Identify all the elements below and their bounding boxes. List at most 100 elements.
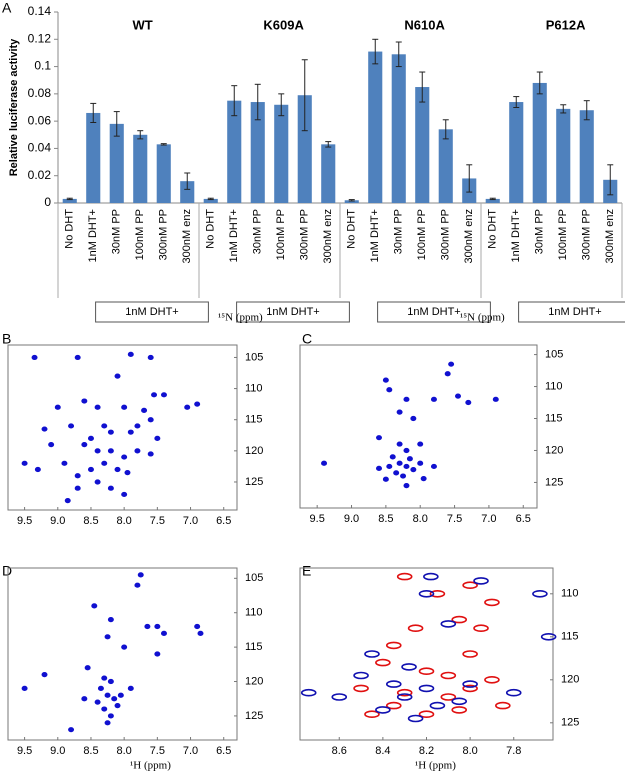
x-tick-label: 9.5 [17,515,32,527]
y-axis-label: ¹⁵N (ppm) [460,312,505,324]
peak [121,491,128,498]
peak [382,476,389,482]
peak [41,672,48,678]
bar [109,123,124,203]
peak [396,693,413,701]
y-tick-label: 105 [245,572,263,584]
bar [579,110,594,203]
plot-frame [299,344,538,509]
peak [403,463,410,470]
peak [473,577,489,585]
bar [438,129,453,203]
y-tick-label: 110 [245,607,263,619]
peak [396,572,413,581]
x-tick-label: 9.0 [50,515,65,527]
peak [382,377,389,383]
x-tick-label: 100nM PP [416,209,428,260]
peak [492,396,499,402]
bar [62,198,77,203]
x-tick-label: 100nM PP [275,209,287,260]
plot-frame [7,567,238,741]
bracket-box [95,301,209,323]
peak [101,706,108,712]
y-tick-label: 0.1 [34,59,51,73]
peak [107,713,114,719]
peak [484,675,500,684]
x-tick-label: 8.6 [332,745,347,757]
peak [197,630,204,636]
peak [462,581,478,590]
peak [41,426,48,432]
peak [417,460,424,466]
x-tick-label: 9.0 [50,745,65,757]
bar [391,54,406,203]
group-label: P612A [546,17,586,32]
y-tick-label: 120 [545,444,563,456]
peak [406,456,413,462]
peak [462,680,478,688]
peak [114,373,121,379]
panel-label: B [2,331,11,347]
peak [495,701,511,710]
bar [180,181,195,203]
y-tick-label: 120 [561,674,579,686]
x-axis-label: ¹H (ppm) [415,760,456,772]
peak [91,603,98,609]
x-tick-label: 1nM DHT+ [87,209,99,263]
peak [385,701,402,710]
peak [74,354,81,361]
y-tick-label: 120 [245,445,263,457]
y-tick-label: 125 [245,476,263,488]
peak [81,696,88,702]
y-tick-label: 105 [545,348,563,360]
peak [141,407,148,413]
peak [31,354,38,361]
x-tick-label: 7.0 [183,515,198,527]
peak [375,706,391,714]
peak [331,693,348,701]
x-tick-label: 8.2 [419,745,434,757]
x-tick-label: 8.0 [117,515,132,527]
x-tick-label: 300nM enz [181,209,193,263]
x-tick-label: 30nM PP [111,209,123,254]
peak [418,667,435,676]
y-tick-label: 115 [245,641,263,653]
group-label: K609A [263,17,304,32]
peak [396,688,413,697]
peak [21,685,28,692]
peak [430,396,437,402]
peak [151,392,158,398]
bar [274,104,289,203]
y-tick-label: 0 [44,195,51,209]
peak [154,623,161,630]
peak [386,387,393,393]
peak [462,650,478,658]
peak [147,417,154,423]
bar [227,100,242,203]
peak [97,685,104,692]
x-tick-label: 6.5 [216,745,231,757]
peak [375,435,382,441]
peak [385,680,402,688]
peak [81,398,88,404]
peak [134,582,141,588]
panel-label: E [302,563,311,579]
bar [509,102,524,203]
peak [101,460,108,466]
peak [127,351,134,357]
peak [154,651,161,657]
bracket-label: 1nM DHT+ [125,306,179,318]
peak [451,706,468,714]
peak [448,361,455,367]
bar [368,51,383,203]
peak [403,396,410,402]
peak [68,423,75,429]
bar [86,112,101,203]
x-tick-label: 8.0 [462,745,477,757]
y-tick-label: 125 [245,710,263,722]
y-tick-label: 115 [545,412,563,424]
y-tick-label: 115 [245,414,263,426]
peak [74,473,81,479]
y-tick-label: 0.14 [28,4,52,18]
